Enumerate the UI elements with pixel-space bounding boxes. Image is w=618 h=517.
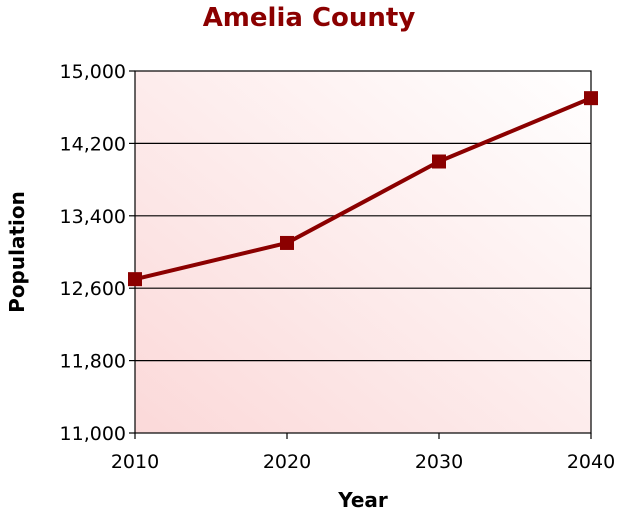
- gridlines: [135, 142, 591, 362]
- y-tick-label: 11,800: [60, 351, 126, 373]
- y-axis-ticks: 15,000 14,200 13,400 12,600 11,800 11,000: [60, 61, 135, 445]
- x-tick-label: 2020: [263, 451, 311, 473]
- y-axis-title: Population: [5, 191, 29, 313]
- y-tick-label: 12,600: [60, 278, 126, 300]
- y-tick-label: 14,200: [60, 133, 126, 155]
- x-tick-label: 2010: [111, 451, 159, 473]
- chart-title: Amelia County: [203, 3, 416, 33]
- data-point-marker: [280, 235, 294, 250]
- y-tick-label: 11,000: [60, 423, 126, 445]
- x-tick-label: 2030: [415, 451, 463, 473]
- x-axis-ticks: 2010 2020 2030 2040: [111, 433, 615, 473]
- data-point-marker: [432, 154, 446, 169]
- x-tick-label: 2040: [567, 451, 615, 473]
- y-tick-label: 13,400: [60, 206, 126, 228]
- y-tick-label: 15,000: [60, 61, 126, 83]
- series-line: [134, 96, 592, 282]
- x-axis-title: Year: [337, 488, 388, 512]
- data-point-marker: [584, 91, 598, 106]
- data-point-marker: [128, 272, 142, 287]
- series-layer: [128, 91, 598, 287]
